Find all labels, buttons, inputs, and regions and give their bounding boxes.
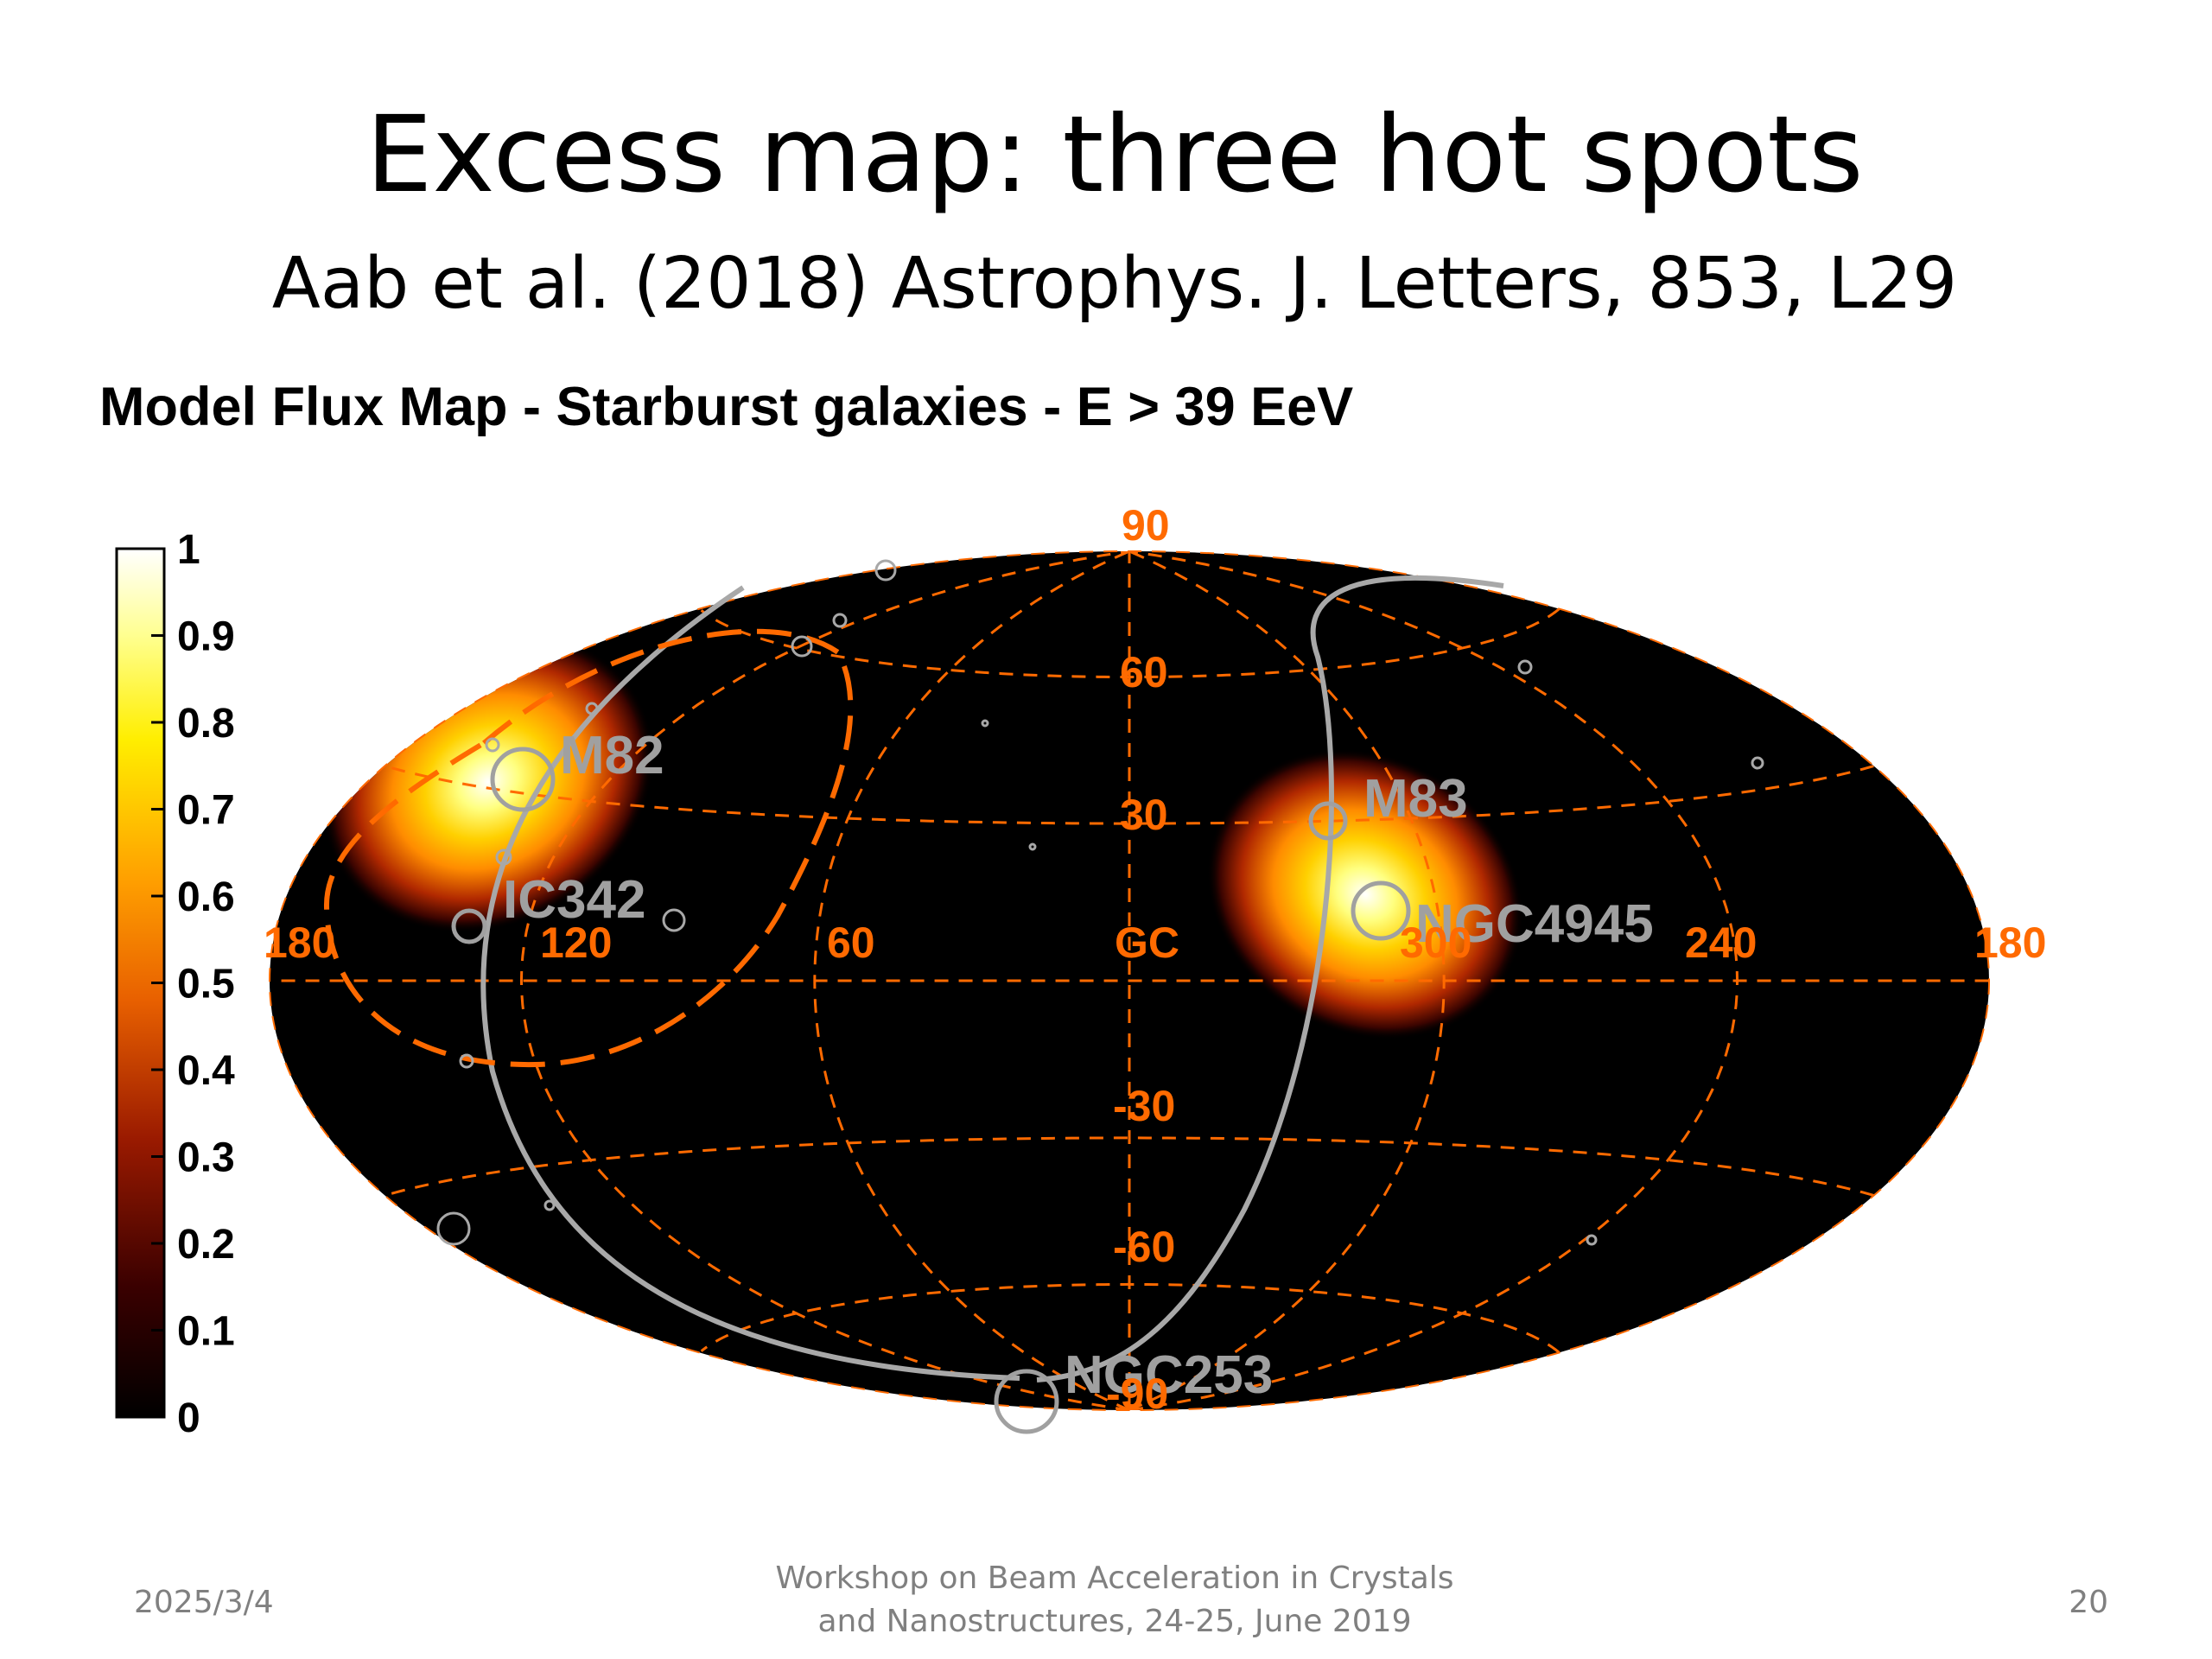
colorbar-tick-label: 0 [177,1395,200,1441]
colorbar-tick-label: 0.5 [177,962,235,1007]
minor-source [981,719,989,728]
source-circle-m83 [1308,801,1348,841]
minor-source [495,849,512,866]
minor-source [485,737,500,753]
slide-subtitle: Aab et al. (2018) Astrophys. J. Letters,… [271,243,1958,325]
footer-event-line1: Workshop on Beam Acceleration in Crystal… [775,1560,1454,1596]
minor-source [1028,842,1037,851]
source-markers: M82 IC342 M83 NGC4945 NGC253 [451,726,1654,1434]
source-circle-m82 [490,747,556,812]
latitude-label: -30 [1113,1082,1175,1130]
axis-labels: 180 120 60 GC 300 240 180 90 60 30 -30 -60 -90 [264,501,2046,1418]
longitude-line [813,551,1130,1410]
footer-event: Workshop on Beam Acceleration in Crystal… [0,1557,2212,1644]
latitude-label: -90 [1106,1370,1168,1418]
colorbar-tick-label: 0.7 [177,788,235,834]
footer-event-line2: and Nanostructures, 24-25, June 2019 [817,1604,1412,1640]
source-label-ic342: IC342 [503,870,645,930]
exposure-boundary-west [480,585,1020,1381]
minor-source [436,1211,471,1246]
minor-source [543,1199,556,1211]
minor-source [874,559,897,582]
longitude-line [1128,551,1739,1410]
page-number: 20 [2069,1585,2108,1620]
plot-title: Model Flux Map - Starburst galaxies - E … [99,377,1354,437]
colorbar-ticks: 0 0.1 0.2 0.3 0.4 0.5 0.6 0.7 0.8 0.9 1 [151,527,235,1441]
minor-source [459,1053,474,1069]
source-circle-ngc253 [994,1369,1059,1434]
colorbar-tick-label: 1 [177,527,200,573]
colorbar: 0 0.1 0.2 0.3 0.4 0.5 0.6 0.7 0.8 0.9 1 [115,527,235,1441]
minor-source [832,613,848,628]
minor-source [585,702,599,715]
graticule [276,551,1989,1410]
longitude-label: 60 [827,918,875,967]
longitude-label: 180 [264,918,335,967]
minor-source-markers [436,559,1764,1246]
colorbar-tick-label: 0.6 [177,874,235,920]
longitude-label: 240 [1685,918,1757,967]
colorbar-tick-label: 0.2 [177,1222,235,1268]
longitude-label: 300 [1400,918,1471,967]
latitude-label: 60 [1120,648,1168,696]
minor-source [1586,1234,1598,1246]
colorbar-tick-label: 0.8 [177,701,235,747]
source-label-m82: M82 [560,726,664,785]
minor-source [1751,756,1764,770]
longitude-label: GC [1115,918,1179,967]
colorbar-tick-label: 0.1 [177,1309,235,1355]
latitude-label: 30 [1120,791,1168,839]
longitude-line [1128,551,1446,1410]
source-label-ngc253: NGC253 [1065,1345,1273,1405]
excess-region-contour [323,628,854,1068]
source-circle-ic342 [451,908,487,944]
exposure-boundary-east [1036,575,1504,1382]
colorbar-tick-label: 0.9 [177,614,235,660]
latitude-line [700,607,1560,679]
longitude-label: 180 [1974,918,2046,967]
longitude-line [519,551,1130,1410]
colorbar-tick-label: 0.3 [177,1135,235,1181]
source-label-m83: M83 [1363,769,1468,829]
minor-source [1517,659,1533,675]
map-outline [269,550,1990,1411]
minor-source [791,635,813,658]
footer-date: 2025/3/4 [134,1585,274,1620]
source-circle-ngc4945 [1351,880,1411,941]
source-label-ngc4945: NGC4945 [1415,894,1654,954]
slide-title: Excess map: three hot spots [365,93,1864,216]
colorbar-tick-label: 0.4 [177,1048,235,1094]
latitude-label: 90 [1122,501,1170,550]
longitude-label: 120 [540,918,612,967]
minor-source [662,908,686,932]
latitude-label: -60 [1113,1223,1175,1271]
